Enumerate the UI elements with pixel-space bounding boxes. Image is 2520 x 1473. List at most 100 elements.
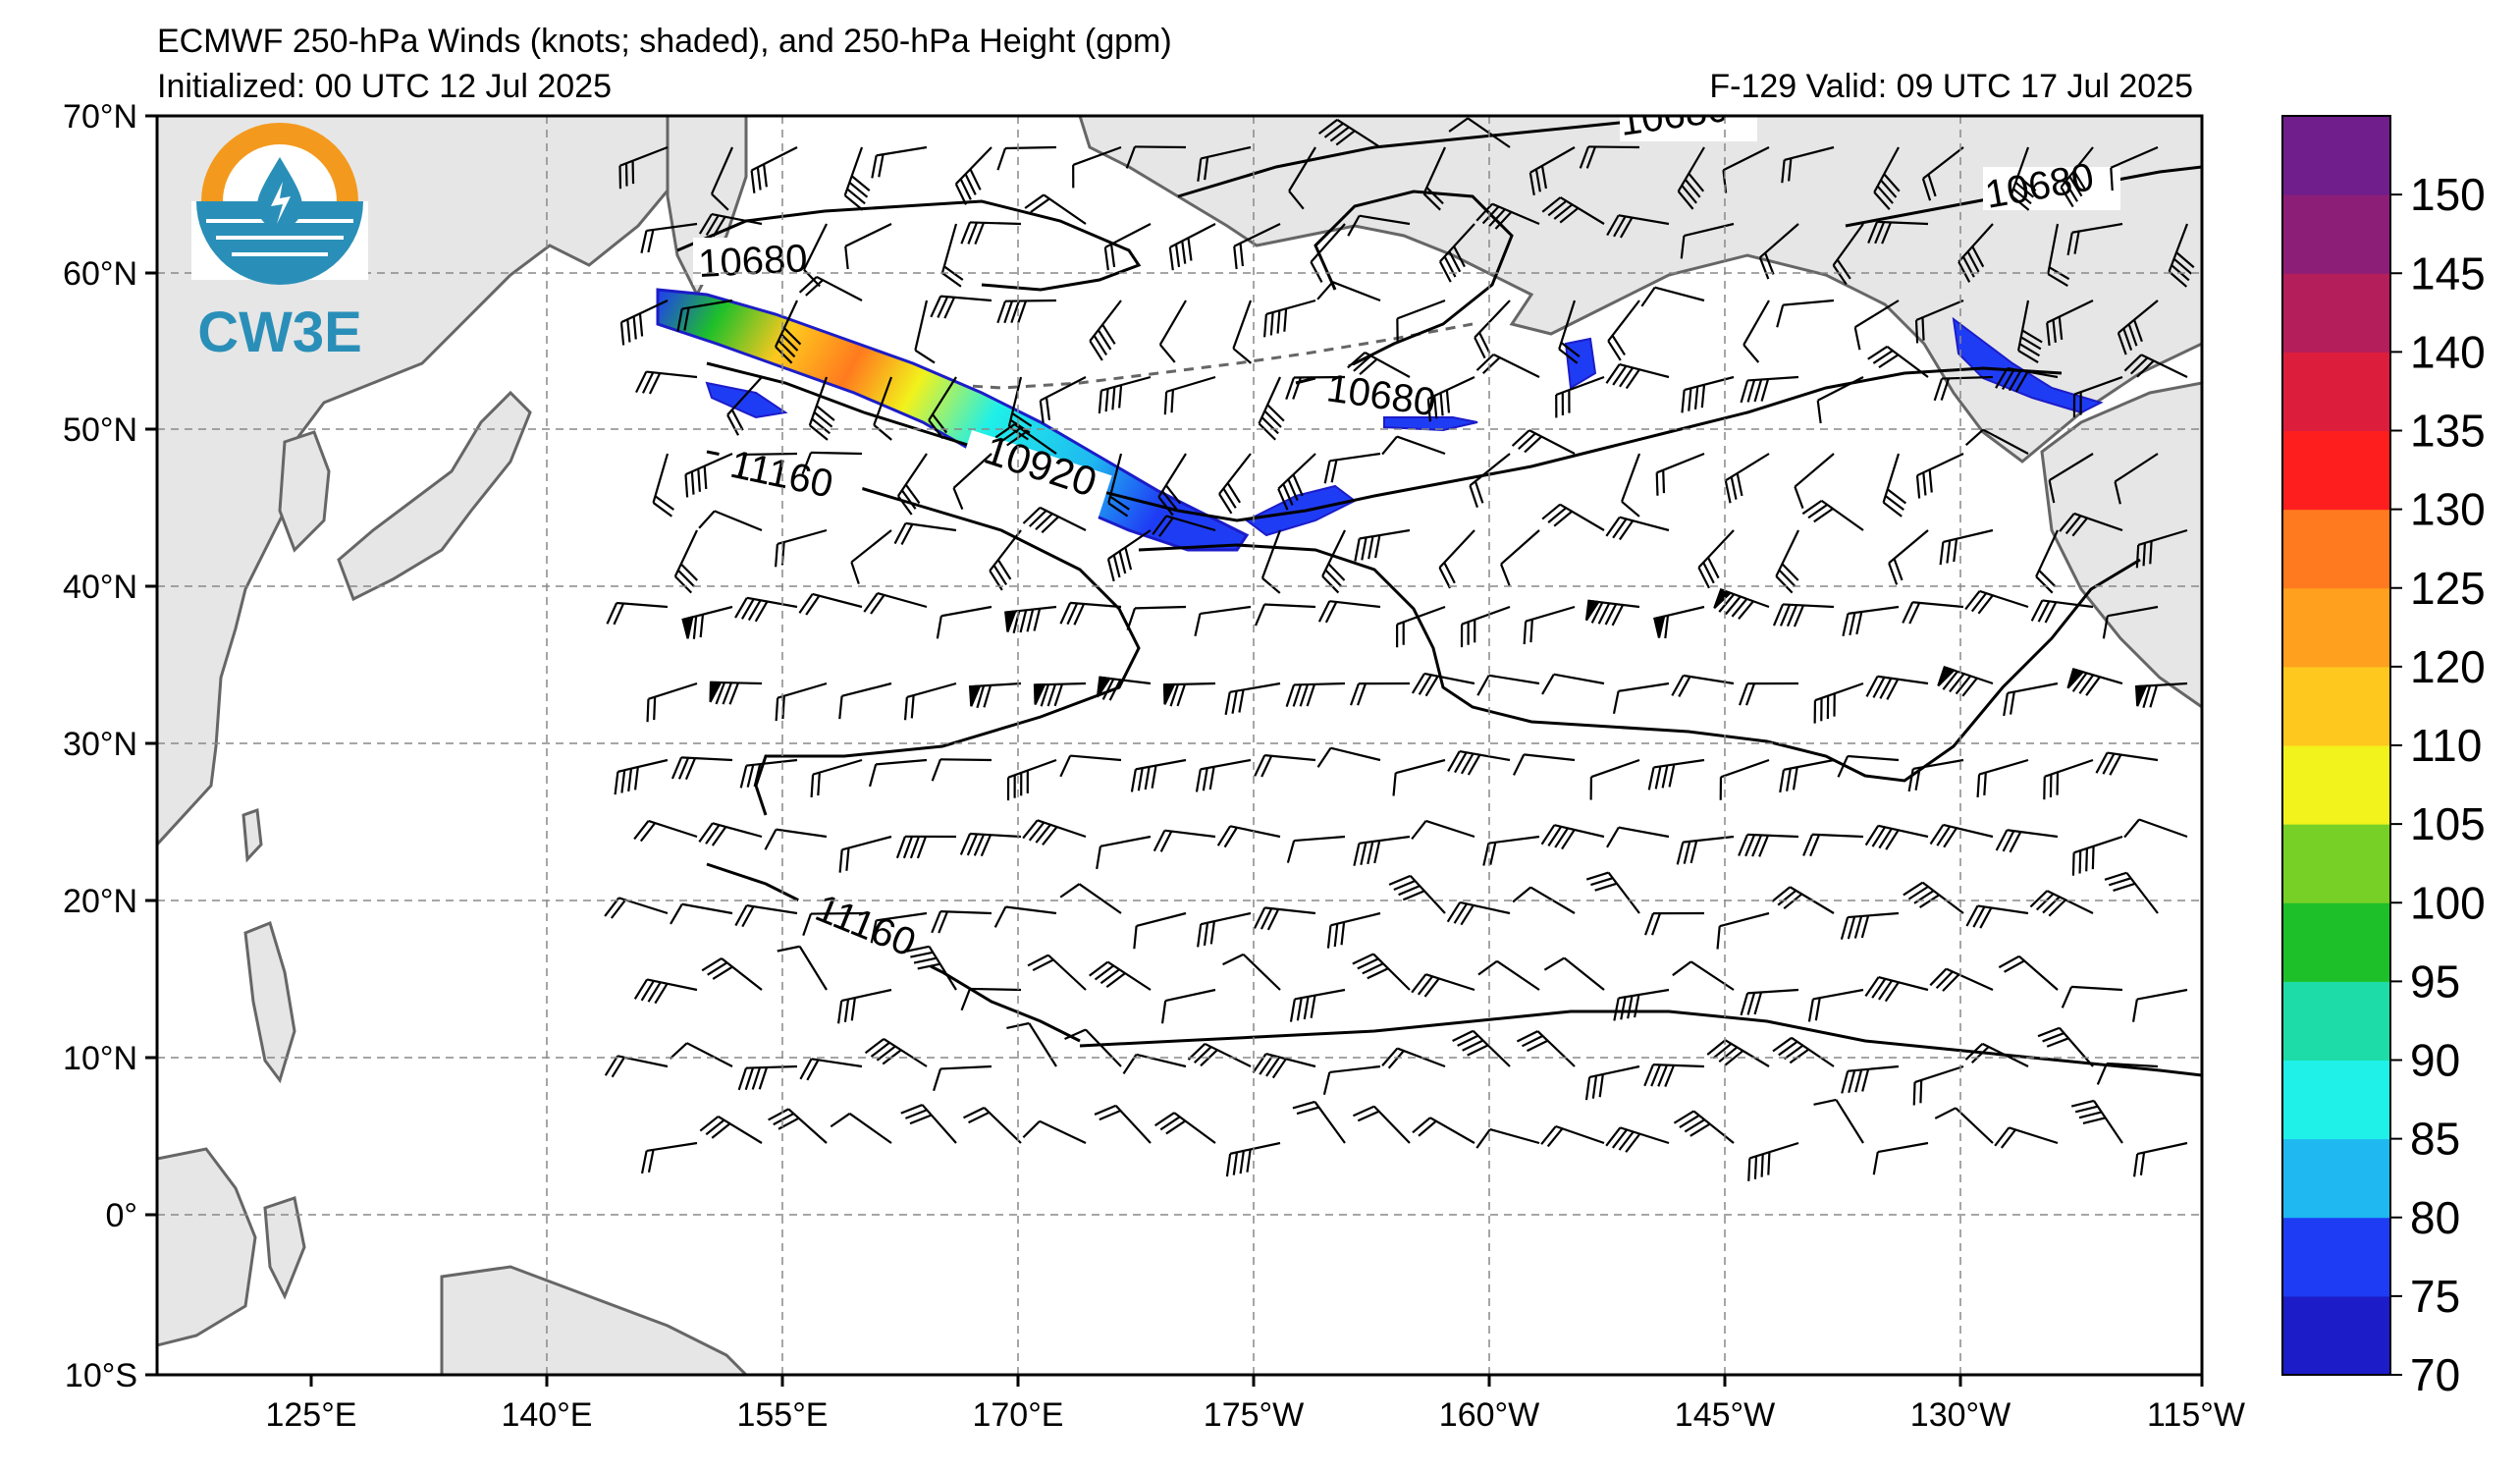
- wind-barb: [871, 145, 928, 179]
- wind-barb: [1322, 1064, 1381, 1095]
- lat-label: 70°N: [63, 98, 137, 136]
- wind-barb: [940, 223, 964, 288]
- wind-barb: [954, 146, 992, 205]
- wind-barb: [1130, 758, 1187, 792]
- wind-barb: [1197, 911, 1252, 948]
- wind-barb: [1024, 193, 1087, 225]
- wind-barb: [1772, 1036, 1835, 1067]
- wind-barb: [1089, 960, 1152, 991]
- wind-barb: [1937, 665, 1994, 697]
- wind-barb: [1106, 529, 1152, 582]
- wind-barb: [963, 1106, 1022, 1144]
- wind-barb: [896, 453, 928, 516]
- lon-label: 125°E: [265, 1396, 356, 1434]
- wind-barb: [1033, 682, 1087, 707]
- wind-barb: [1758, 223, 1799, 280]
- wind-barb: [1446, 900, 1511, 926]
- wind-barb: [844, 223, 892, 270]
- valid-time: F-129 Valid: 09 UTC 17 Jul 2025: [1709, 68, 2193, 105]
- longitude-labels: 125°E 140°E 155°E 170°E 175°W 160°W 145°…: [265, 1396, 2244, 1434]
- wind-barb: [1621, 453, 1641, 518]
- wind-barb: [1286, 835, 1346, 863]
- wind-barb: [1225, 1141, 1281, 1177]
- wind-barb: [1289, 988, 1346, 1022]
- wind-barb: [893, 521, 957, 546]
- wind-barb: [931, 910, 992, 934]
- contour-11160-mid: [1138, 543, 2141, 783]
- wind-barb: [1934, 1107, 1994, 1144]
- wind-barb: [710, 146, 734, 211]
- wind-barb: [1381, 1047, 1446, 1069]
- wind-barb: [1995, 366, 2059, 393]
- colorbar-segment: [2282, 1138, 2390, 1219]
- wind-barb: [1396, 605, 1446, 648]
- wind-barb: [1747, 1141, 1799, 1181]
- lon-label: 175°W: [1204, 1396, 1304, 1434]
- lat-label: 10°S: [65, 1357, 137, 1394]
- wind-barb: [646, 682, 698, 723]
- wind-barb: [960, 221, 1022, 246]
- lon-label: 160°W: [1439, 1396, 1539, 1434]
- wind-barb: [726, 376, 763, 436]
- wind-barb: [1743, 300, 1770, 363]
- lon-label: 155°E: [736, 1396, 828, 1434]
- wind-barb: [1022, 506, 1087, 534]
- wind-barb: [1197, 145, 1252, 182]
- wind-barb: [799, 1058, 863, 1081]
- wind-barb: [959, 832, 1022, 857]
- wind-barb: [1347, 352, 1411, 378]
- wind-barb: [1994, 1126, 2059, 1149]
- wind-barb: [2096, 1062, 2159, 1085]
- wind-barb: [1253, 906, 1316, 931]
- wind-barb: [1738, 833, 1799, 857]
- colorbar-label: 135: [2410, 406, 2486, 457]
- wind-barb: [1853, 300, 1900, 351]
- colorbar-label: 130: [2410, 484, 2486, 535]
- wind-barb: [1316, 281, 1381, 302]
- wind-barb: [1252, 1053, 1316, 1079]
- wind-barb: [1353, 835, 1411, 866]
- wind-barb: [1059, 754, 1122, 778]
- wind-barb: [2131, 988, 2188, 1022]
- wind-barb: [1841, 1064, 1900, 1094]
- wind-barb: [1004, 605, 1057, 634]
- wind-barb: [1277, 453, 1316, 511]
- wind-barb: [2114, 453, 2159, 505]
- wind-barb: [1482, 835, 1540, 866]
- wind-barb: [1873, 146, 1901, 210]
- wind-barb: [1779, 758, 1835, 793]
- contour-label: 10680: [697, 237, 808, 286]
- wind-barb: [1543, 956, 1605, 991]
- wind-barb: [1233, 223, 1281, 270]
- wind-barb: [1157, 453, 1187, 517]
- wind-barb: [1528, 146, 1576, 196]
- wind-barb: [903, 682, 957, 721]
- graticule: [157, 116, 2202, 1375]
- colorbar-label: 95: [2410, 955, 2460, 1007]
- wind-barb: [698, 510, 763, 532]
- wind-barb: [1224, 682, 1281, 716]
- wind-barb: [2061, 985, 2123, 1009]
- wind-barb: [1541, 503, 1605, 531]
- wind-barb: [1681, 375, 1735, 413]
- wind-barb: [640, 222, 698, 254]
- land-taiwan: [241, 807, 263, 863]
- wind-barb: [1939, 528, 1994, 566]
- wind-barb: [1585, 871, 1640, 914]
- wind-barb: [1152, 515, 1216, 537]
- wind-barb: [1064, 1028, 1122, 1067]
- wind-barb: [1262, 299, 1316, 338]
- wind-barb: [1801, 499, 1864, 531]
- wind-barb: [1713, 587, 1770, 620]
- wind-barb: [936, 605, 992, 639]
- wind-barb: [1541, 196, 1605, 225]
- wind-barb: [2043, 758, 2094, 800]
- wind-barb: [640, 1141, 698, 1174]
- wind-barb: [1541, 673, 1605, 695]
- wind-barb: [1285, 375, 1346, 400]
- land-sulawesi: [263, 1196, 306, 1300]
- colorbar-label: 140: [2410, 326, 2486, 377]
- colorbar-label: 85: [2410, 1114, 2460, 1165]
- wind-barb: [775, 300, 802, 364]
- wind-barb: [2123, 354, 2188, 378]
